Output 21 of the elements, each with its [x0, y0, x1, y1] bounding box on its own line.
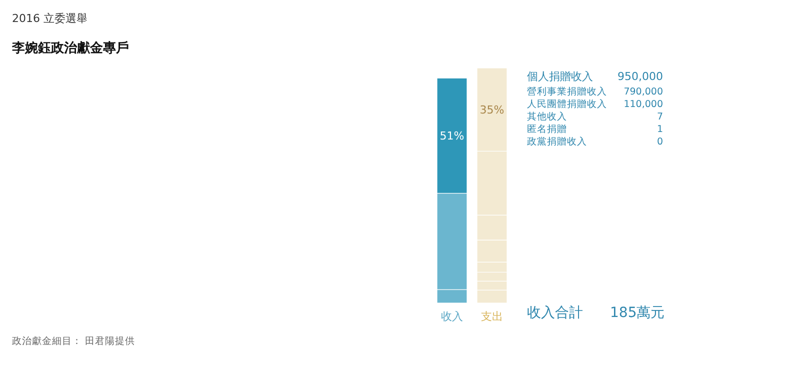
text: 7	[656, 112, 663, 122]
text: 政治獻金細目： 田君陽提供	[12, 335, 136, 347]
text: 0	[656, 136, 663, 148]
text: 110,000	[624, 99, 663, 110]
text: 政黨捐贈收入	[527, 136, 587, 148]
text: 950,000	[618, 70, 663, 83]
text: 匿名捐贈	[527, 123, 567, 135]
text: 2016 立委選舉	[12, 12, 88, 25]
text: 185萬元	[610, 305, 665, 321]
x-tick-label: 支出	[481, 310, 503, 323]
text: 營利事業捐贈收入	[527, 86, 607, 98]
text: 收入合計	[527, 305, 583, 321]
text: 其他收入	[527, 110, 567, 122]
x-tick-label: 收入	[441, 310, 463, 323]
text: 790,000	[624, 86, 663, 98]
annotation: 51%	[440, 130, 464, 143]
annotation: 35%	[480, 104, 504, 117]
text: 李婉鈺政治獻金專戶	[11, 40, 129, 56]
text: 個人捐贈收入	[527, 70, 593, 83]
text: 1	[656, 124, 663, 135]
text: 人民團體捐贈收入	[527, 98, 607, 110]
